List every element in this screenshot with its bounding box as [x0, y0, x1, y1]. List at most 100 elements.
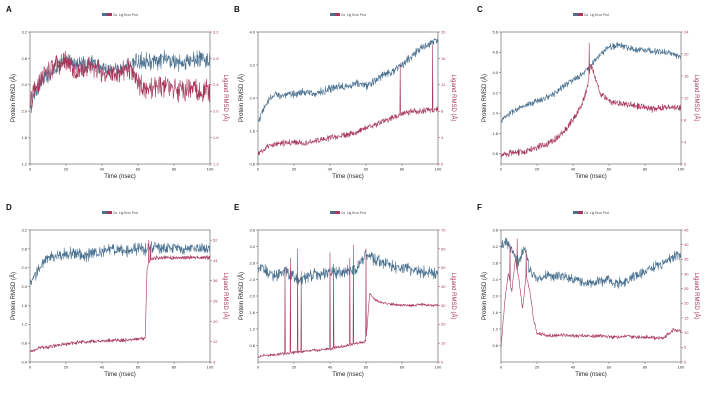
y-axis-label: Protein RMSD (Å) [238, 272, 245, 320]
x-tick-label: 100 [678, 365, 685, 370]
x-tick-label: 100 [207, 365, 214, 370]
y2-tick-label: 2.4 [213, 82, 219, 87]
legend: Cα Lig fit on Prot [102, 13, 138, 17]
x-tick-label: 20 [64, 167, 69, 172]
y-tick-label: 2.0 [21, 109, 27, 114]
y2-tick-label: 44 [213, 258, 218, 263]
x-axis-label: Time (nsec) [332, 174, 363, 180]
x-tick-label: 0 [29, 167, 32, 172]
legend: Cα Lig fit on Prot [330, 211, 366, 215]
ligand-rmsd-line [258, 44, 438, 156]
y-tick-label: 1.6 [21, 303, 27, 308]
legend-swatch-protein [102, 13, 107, 16]
plot-frame [500, 229, 682, 363]
y2-tick-label: 16 [684, 73, 689, 78]
y2-tick-label: 10 [441, 341, 446, 346]
y-tick-label: 3.6 [492, 227, 498, 232]
y-axis-label: Protein RMSD (Å) [481, 74, 488, 122]
y-tick-label: 2.4 [21, 265, 27, 270]
y-axis-label: Protein RMSD (Å) [10, 74, 17, 122]
legend-label-ligand: Lig fit on Prot [347, 13, 366, 17]
y-tick-label: 0.8 [492, 151, 498, 156]
y-tick-label: 2.8 [249, 260, 255, 265]
protein-rmsd-line [501, 237, 681, 289]
y-tick-label: 2.8 [492, 260, 498, 265]
x-tick-label: 60 [607, 365, 612, 370]
y2-tick-label: 16 [441, 56, 446, 61]
y2-tick-label: 3.2 [213, 29, 219, 34]
y2-tick-label: 12 [213, 339, 218, 344]
y-tick-label: 2.0 [249, 293, 255, 298]
x-axis-label: Time (nsec) [575, 372, 606, 378]
x-tick-label: 80 [400, 365, 405, 370]
y2-tick-label: 20 [684, 51, 689, 56]
legend-label-protein: Cα [341, 211, 345, 215]
legend-swatch-ligand [107, 13, 112, 16]
y2-tick-label: 45 [684, 227, 689, 232]
y2-axis-label: Ligand RMSD (Å) [222, 272, 229, 319]
panel-letter: C [477, 5, 483, 14]
legend: Cα Lig fit on Prot [573, 13, 609, 17]
y2-tick-label: 40 [441, 284, 446, 289]
y-tick-label: 2.0 [21, 284, 27, 289]
legend-label-ligand: Lig fit on Prot [590, 13, 609, 17]
y2-tick-label: 35 [684, 257, 689, 262]
x-tick-label: 80 [643, 365, 648, 370]
x-tick-label: 60 [136, 167, 141, 172]
x-tick-label: 100 [435, 167, 442, 172]
x-tick-label: 80 [172, 365, 177, 370]
legend: Cα Lig fit on Prot [573, 211, 609, 215]
y2-axis-label: Ligand RMSD (Å) [450, 74, 457, 121]
y2-tick-label: 2.8 [213, 56, 219, 61]
x-tick-label: 40 [328, 365, 333, 370]
x-tick-label: 20 [292, 167, 297, 172]
plot-frame [29, 229, 211, 363]
legend: Cα Lig fit on Prot [102, 211, 138, 215]
y-tick-label: 1.2 [249, 326, 255, 331]
x-tick-label: 0 [257, 365, 260, 370]
x-tick-label: 0 [500, 167, 503, 172]
x-tick-label: 100 [207, 167, 214, 172]
ligand-rmsd-line [30, 50, 210, 108]
x-tick-label: 0 [257, 167, 260, 172]
y2-tick-label: 28 [213, 298, 218, 303]
y-tick-label: 2.4 [249, 277, 255, 282]
y2-tick-label: 12 [441, 82, 446, 87]
y2-tick-label: 2.0 [213, 109, 219, 114]
y-tick-label: 3.2 [21, 227, 27, 232]
y2-axis-label: Ligand RMSD (Å) [222, 74, 229, 121]
x-tick-label: 40 [100, 167, 105, 172]
panel-d: D Cα Lig fit on Prot 0 20 40 60 80 100 0.4 0.8 1.2 1… [6, 203, 229, 378]
y-tick-label: 3.2 [21, 29, 27, 34]
y-axis-label: Protein RMSD (Å) [238, 74, 245, 122]
y2-tick-label: 24 [684, 29, 689, 34]
x-tick-label: 40 [100, 365, 105, 370]
y-tick-label: 3.6 [249, 227, 255, 232]
y2-tick-label: 20 [441, 322, 446, 327]
legend-label-protein: Cα [341, 13, 345, 17]
y2-tick-label: 40 [684, 242, 689, 247]
y-tick-label: 2.0 [492, 293, 498, 298]
legend-swatch-protein [330, 211, 335, 214]
x-tick-label: 0 [29, 365, 32, 370]
legend-swatch-protein [573, 211, 578, 214]
ligand-rmsd-line [501, 238, 681, 347]
y-tick-label: 4.0 [492, 70, 498, 75]
y2-tick-label: 15 [684, 315, 689, 320]
x-tick-label: 60 [136, 365, 141, 370]
legend-swatch-ligand [107, 211, 112, 214]
legend-swatch-protein [573, 13, 578, 16]
plot-frame [257, 31, 439, 165]
protein-rmsd-line [258, 249, 438, 285]
y2-tick-label: 20 [441, 29, 446, 34]
y2-tick-label: 4 [441, 135, 444, 140]
y2-tick-label: 0 [684, 161, 687, 166]
plot-frame [500, 31, 682, 165]
y2-tick-label: 10 [684, 330, 689, 335]
y2-tick-label: 30 [684, 271, 689, 276]
x-tick-label: 60 [364, 365, 369, 370]
y-tick-label: 3.2 [492, 90, 498, 95]
